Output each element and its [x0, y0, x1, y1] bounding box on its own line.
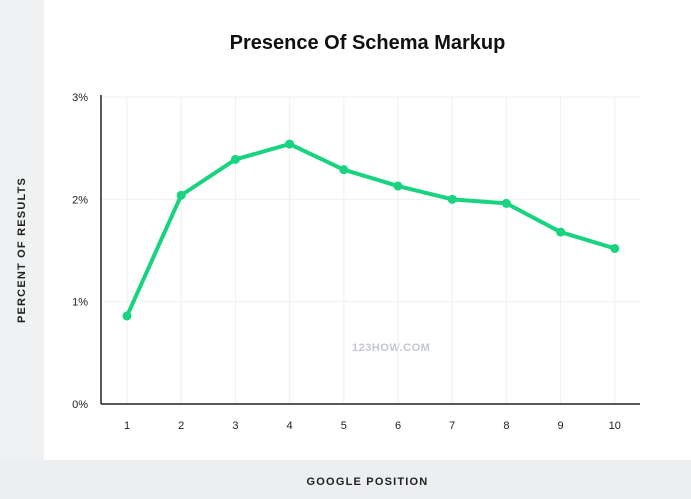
- x-tick-label: 5: [341, 420, 347, 432]
- grid-lines: [101, 96, 640, 404]
- y-tick-label: 0%: [72, 399, 88, 411]
- data-point: [447, 194, 457, 204]
- x-tick-label: 10: [609, 420, 621, 432]
- series-line: [125, 142, 617, 318]
- data-point: [285, 139, 295, 149]
- x-tick-label: 4: [287, 420, 293, 432]
- watermark: 123HOW.COM: [352, 342, 431, 354]
- y-tick-labels: 0% 1% 2% 3%: [72, 92, 88, 411]
- x-tick-label: 9: [558, 420, 564, 432]
- data-point: [393, 181, 403, 191]
- series: [122, 139, 620, 321]
- data-point: [501, 198, 511, 208]
- data-point: [556, 227, 566, 237]
- x-tick-label: 7: [449, 420, 455, 432]
- data-point: [176, 190, 186, 200]
- x-tick-label: 2: [178, 420, 184, 432]
- y-tick-label: 2%: [72, 194, 88, 206]
- x-tick-label: 6: [395, 420, 401, 432]
- axes: [100, 95, 640, 405]
- y-tick-label: 3%: [72, 92, 88, 104]
- x-tick-labels: 1 2 3 4 5 6 7 8 9 10: [124, 420, 621, 432]
- data-point: [610, 243, 620, 253]
- chart-title: Presence Of Schema Markup: [229, 32, 506, 54]
- x-tick-label: 1: [124, 420, 130, 432]
- x-tick-label: 3: [232, 420, 238, 432]
- x-tick-label: 8: [503, 420, 509, 432]
- left-band: [0, 0, 44, 460]
- data-point: [122, 311, 132, 321]
- y-tick-label: 1%: [72, 297, 88, 309]
- x-axis-title: GOOGLE POSITION: [306, 476, 429, 488]
- x-axis-title-band: [0, 460, 691, 499]
- chart-panel: [44, 0, 691, 460]
- data-point: [230, 154, 240, 164]
- data-point: [339, 165, 349, 175]
